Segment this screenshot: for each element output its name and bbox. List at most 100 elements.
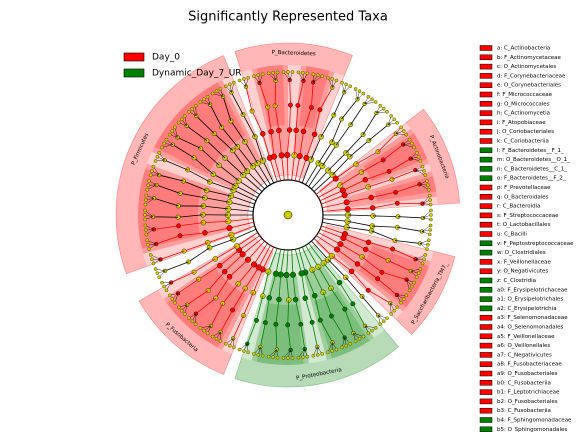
branch — [198, 265, 220, 280]
leaf-node — [143, 208, 147, 213]
key-label: a0: F_Erysipelotrichaceae — [497, 287, 568, 293]
branch — [377, 133, 397, 152]
key-swatch — [479, 333, 493, 340]
branch — [270, 131, 275, 157]
branch — [319, 319, 333, 343]
key-label: g: O_Micrococcales — [497, 101, 550, 107]
branch — [203, 220, 229, 224]
key-swatch — [479, 221, 493, 228]
branch — [164, 159, 188, 171]
leaf-node — [340, 80, 344, 85]
key-label: b: F_Actinomycetaceae — [497, 55, 562, 61]
branch — [231, 92, 244, 115]
branch — [232, 150, 248, 172]
taxon-node — [385, 258, 391, 263]
branch — [246, 320, 257, 344]
branch — [286, 249, 289, 276]
leaf-node — [147, 179, 151, 183]
branch — [153, 225, 179, 230]
legend-label: Dynamic_Day_7_UR — [152, 69, 242, 79]
leaf-node — [370, 97, 374, 102]
leaf-node — [237, 347, 242, 352]
branch — [220, 309, 233, 333]
key-label: a4: O_Selenomonadales — [497, 325, 564, 331]
leaf-node — [148, 173, 153, 177]
branch — [231, 225, 255, 236]
branch — [313, 238, 333, 257]
leaf-node — [301, 355, 305, 359]
branch — [287, 299, 290, 326]
leaf-node — [348, 84, 352, 89]
leaf-node — [290, 356, 295, 360]
leaf-node — [157, 151, 162, 155]
branch — [245, 86, 253, 112]
taxon-node — [365, 287, 371, 293]
leaf-node — [145, 187, 150, 192]
leaf-node — [160, 145, 164, 150]
leaf-node — [252, 74, 256, 78]
branch — [286, 274, 290, 301]
key-swatch — [479, 156, 493, 163]
branch — [244, 141, 258, 164]
branch — [372, 202, 398, 209]
leaf-node — [353, 339, 358, 343]
branch — [347, 207, 373, 210]
leaf-node — [173, 125, 177, 130]
phylum-band — [234, 42, 353, 76]
leaf-node — [228, 343, 232, 348]
branch — [368, 124, 389, 141]
branch — [316, 178, 336, 195]
branch — [368, 178, 393, 188]
branch — [321, 194, 345, 205]
leaf-node — [426, 238, 431, 243]
key-label: i: F_Atopobiaceae — [497, 120, 546, 126]
leaf-node — [330, 349, 334, 353]
leaf-node — [218, 339, 223, 343]
key-label: q: O_Bacteroidales — [497, 194, 549, 200]
branch — [318, 184, 341, 198]
legend-label: Day_0 — [152, 53, 180, 63]
key-label: n: C_Bacteroidetes__C_1_ — [497, 166, 567, 172]
branch — [200, 147, 220, 166]
branch — [233, 189, 257, 202]
key-label: a3: F_Selenomonadaceae — [497, 315, 568, 321]
branch — [388, 158, 411, 172]
branch — [387, 260, 411, 272]
key-swatch — [479, 203, 493, 209]
leaf-node — [427, 232, 432, 237]
branch — [345, 277, 363, 297]
branch — [232, 228, 257, 240]
branch — [224, 157, 244, 176]
leaf-node — [143, 223, 148, 228]
branch — [298, 248, 306, 273]
branch — [209, 181, 234, 191]
leaf-node — [144, 198, 148, 202]
leaf-node — [150, 169, 154, 173]
branch — [310, 136, 322, 160]
leaf-node — [301, 71, 305, 75]
branch — [238, 180, 260, 195]
key-label: m: O_Bacteroidetes__O_1_ — [497, 157, 570, 163]
chart-title: Significantly Represented Taxa — [188, 10, 388, 25]
branch — [322, 221, 347, 228]
leaf-node — [425, 247, 429, 251]
branch — [292, 274, 296, 300]
branch — [372, 215, 398, 218]
leaf-node — [422, 257, 426, 261]
key-label: a5: F_Veillonellaceae — [497, 334, 555, 340]
key-swatch — [479, 166, 493, 172]
branch — [150, 254, 161, 260]
branch — [335, 124, 352, 146]
branch — [254, 136, 264, 161]
branch — [278, 274, 282, 300]
key-swatch — [479, 426, 493, 432]
branch — [186, 125, 208, 141]
leaf-node — [344, 343, 348, 348]
branch — [344, 233, 369, 243]
leaf-node — [414, 275, 419, 279]
leaf-node — [202, 328, 206, 333]
key-swatch — [479, 249, 493, 256]
branch — [323, 262, 340, 283]
branch — [246, 170, 265, 190]
leaf-node — [146, 242, 150, 247]
